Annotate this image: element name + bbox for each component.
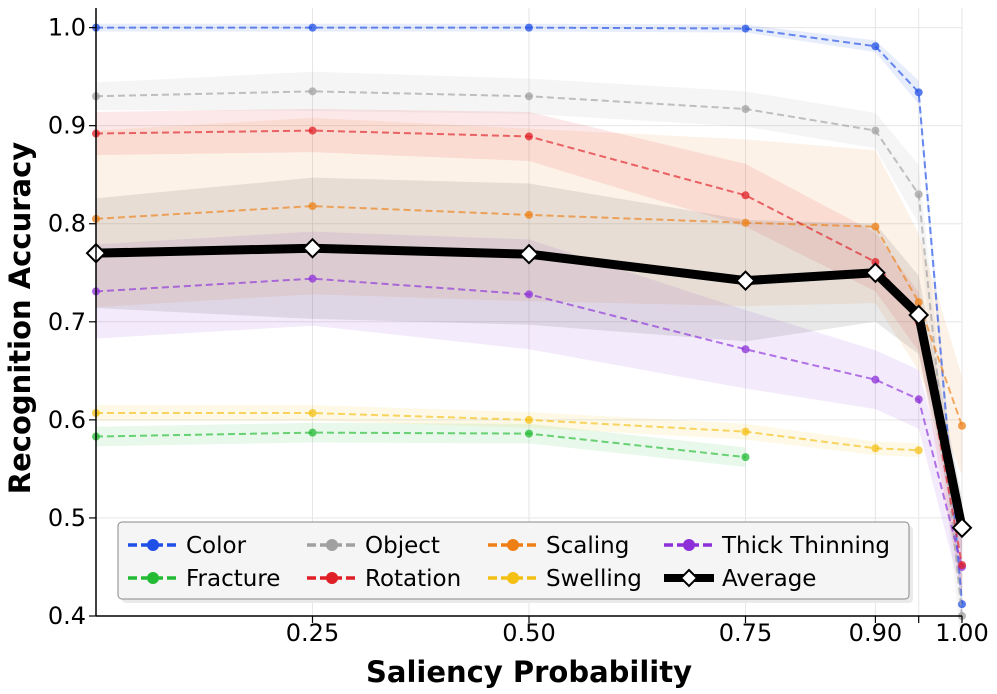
legend-label-swelling: Swelling [546,566,642,592]
point-scaling [958,421,966,430]
point-average [908,304,930,326]
x-tick-label: 0.90 [849,619,902,647]
legend-marker-thick-thinning [683,539,695,551]
band-thick-thinning [96,231,962,597]
legend-marker-average [679,568,699,588]
legend-label-rotation: Rotation [365,566,461,592]
legend-label-fracture: Fracture [186,566,280,592]
point-average [864,262,886,284]
point-average [951,517,973,539]
legend-marker-fracture [147,572,159,584]
legend-marker-color [147,539,159,551]
legend-marker-rotation [326,572,338,584]
point-swelling [525,415,533,424]
point-thick-thinning [871,375,880,384]
x-tick-label: 1.00 [935,619,988,647]
point-swelling [914,446,923,455]
x-tick-label: 0.50 [502,619,555,647]
point-object [525,92,533,101]
legend-marker-swelling [507,572,519,584]
series-lines [85,23,973,620]
point-swelling [741,427,750,436]
point-average [518,243,540,265]
point-fracture [525,429,533,438]
band-fracture [96,422,746,467]
ticks: 0.4 0.5 0.6 0.7 0.8 0.9 1.0 0.25 0.50 0.75 0.90 1.0… [48,14,989,647]
x-tick-label: 0.75 [719,619,772,647]
point-fracture [308,428,317,437]
point-object [871,126,880,135]
point-thick-thinning [914,395,923,404]
point-thick-thinning [308,274,317,283]
point-object [308,87,317,96]
y-tick-label: 0.6 [48,406,86,434]
y-tick-label: 1.0 [48,14,86,42]
point-scaling [525,210,533,219]
point-object [741,105,750,114]
series-line-fracture [95,431,746,459]
y-tick-label: 0.5 [48,504,86,532]
y-tick-label: 0.4 [48,602,86,630]
point-color [958,600,966,609]
legend-label-color: Color [186,533,247,559]
point-rotation [958,561,966,570]
legend-label-thick-thinning: Thick Thinning [721,533,890,559]
point-fracture [741,453,750,462]
point-color [741,24,750,33]
point-color [871,42,880,51]
y-tick-label: 0.7 [48,308,86,336]
point-rotation [871,257,880,266]
x-axis-title: Saliency Probability [366,655,692,689]
point-thick-thinning [741,345,750,354]
y-tick-label: 0.9 [48,112,86,140]
point-swelling [871,444,880,453]
point-object [914,190,923,199]
point-scaling [914,298,923,307]
y-tick-label: 0.8 [48,210,86,238]
point-rotation [308,126,317,135]
band-swelling [96,405,919,458]
legend: Color Object Scaling Thick Thinning Fracture… [117,521,913,603]
series-line-swelling [96,412,919,452]
x-tick-label: 0.25 [286,619,339,647]
point-scaling [741,218,750,227]
legend-label-scaling: Scaling [546,533,629,559]
point-color [525,23,533,32]
point-color [308,23,317,32]
legend-label-average: Average [722,566,816,592]
point-average [302,237,323,259]
point-scaling [871,222,880,231]
legend-label-object: Object [365,533,440,559]
legend-marker-scaling [507,539,519,551]
point-color [914,88,923,97]
point-thick-thinning [525,290,533,299]
point-rotation [525,132,533,141]
point-scaling [308,202,317,211]
y-axis-title: Recognition Accuracy [3,142,37,494]
point-rotation [741,191,750,200]
legend-marker-object [326,539,338,551]
point-average [735,270,756,292]
point-swelling [308,409,317,418]
